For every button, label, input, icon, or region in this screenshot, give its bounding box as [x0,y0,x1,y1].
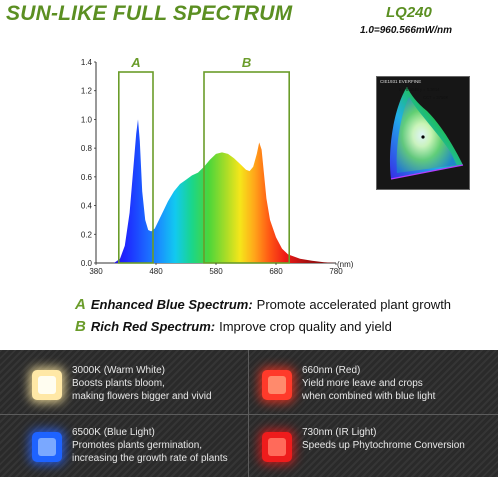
led-desc-line1: Boosts plants bloom, [72,378,165,389]
red-led-icon [262,370,292,400]
y-tick-label: 0.8 [81,144,93,153]
panel-divider-horizontal [0,414,498,415]
cie-coords: x = 0.3648 y = 0.3614 [399,87,440,92]
cie-chromaticity-diagram: CIE1931 EVERFINE x = 0.3648 y = 0.3614 C… [376,76,470,190]
x-unit-label: (nm) [337,260,354,269]
cie-inner-gamut [396,97,457,173]
led-desc-line2: making flowers bigger and vivid [72,391,212,402]
y-tick-label: 1.0 [81,115,93,124]
warm-white-led-icon [32,370,62,400]
blue-led-icon [32,432,62,462]
x-tick-label: 480 [149,267,163,276]
cie-point-marker [421,135,425,139]
led-desc-line2: increasing the growth rate of plants [72,453,228,464]
model-name: LQ240 [386,4,432,21]
led-desc-line1: Promotes plants germination, [72,440,203,451]
y-tick-label: 0.6 [81,173,93,182]
led-label: 3000K (Warm White) [72,365,165,376]
led-info-panel: 3000K (Warm White) Boosts plants bloom, … [0,350,498,477]
panel-divider-vertical [248,350,249,477]
annotation-b-heading: Rich Red Spectrum: [90,319,216,334]
led-desc-line1: Speeds up Phytochrome Conversion [302,440,465,451]
page-title: SUN-LIKE FULL SPECTRUM [6,2,293,25]
annotation-b-text: Improve crop quality and yield [219,319,392,334]
x-tick-label: 780 [329,267,343,276]
led-label: 660nm (Red) [302,365,361,376]
led-label: 730nm (IR Light) [302,427,377,438]
y-tick-label: 1.4 [81,58,93,67]
annotation-a-text: Promote accelerated plant growth [256,297,452,312]
ir-led-icon [262,432,292,462]
band-label-b: B [242,55,251,70]
annotation-a: A Enhanced Blue Spectrum: Promote accelera… [75,296,451,313]
x-tick-labels: 380 480 580 680 780 [89,263,343,276]
spectrum-area [114,119,336,264]
unit-note: 1.0=960.566mW/nm [360,25,452,36]
y-tick-label: 1.2 [81,87,93,96]
band-box-b [203,71,290,264]
annotation-b: B Rich Red Spectrum: Improve crop quality … [75,318,392,335]
led-item-red: 660nm (Red) Yield more leave and crops w… [262,362,498,422]
band-label-a: A [130,55,140,70]
led-item-ir: 730nm (IR Light) Speeds up Phytochrome C… [262,424,498,477]
x-tick-label: 680 [269,267,283,276]
band-box-a [118,71,154,264]
annotation-a-mark: A [75,296,86,313]
y-tick-label: 0.0 [81,259,93,268]
annotation-b-mark: B [75,318,86,335]
x-tick-label: 580 [209,267,223,276]
led-desc-line2: when combined with blue light [302,391,436,402]
y-tick-label: 0.4 [81,202,93,211]
cie-title: CIE1931 EVERFINE [380,79,421,84]
y-tick-label: 0.2 [81,230,93,239]
led-desc-line1: Yield more leave and crops [302,378,423,389]
led-item-blue: 6500K (Blue Light) Promotes plants germi… [32,424,272,477]
x-tick-label: 380 [89,267,103,276]
cie-purple-line [390,164,464,180]
y-tick-labels: 0.0 0.2 0.4 0.6 0.8 1.0 1.2 1.4 [81,58,96,268]
led-label: 6500K (Blue Light) [72,427,155,438]
cie-cct: CCT = 3756K [423,95,449,100]
led-item-warm-white: 3000K (Warm White) Boosts plants bloom, … [32,362,272,422]
annotation-a-heading: Enhanced Blue Spectrum: [90,297,253,312]
